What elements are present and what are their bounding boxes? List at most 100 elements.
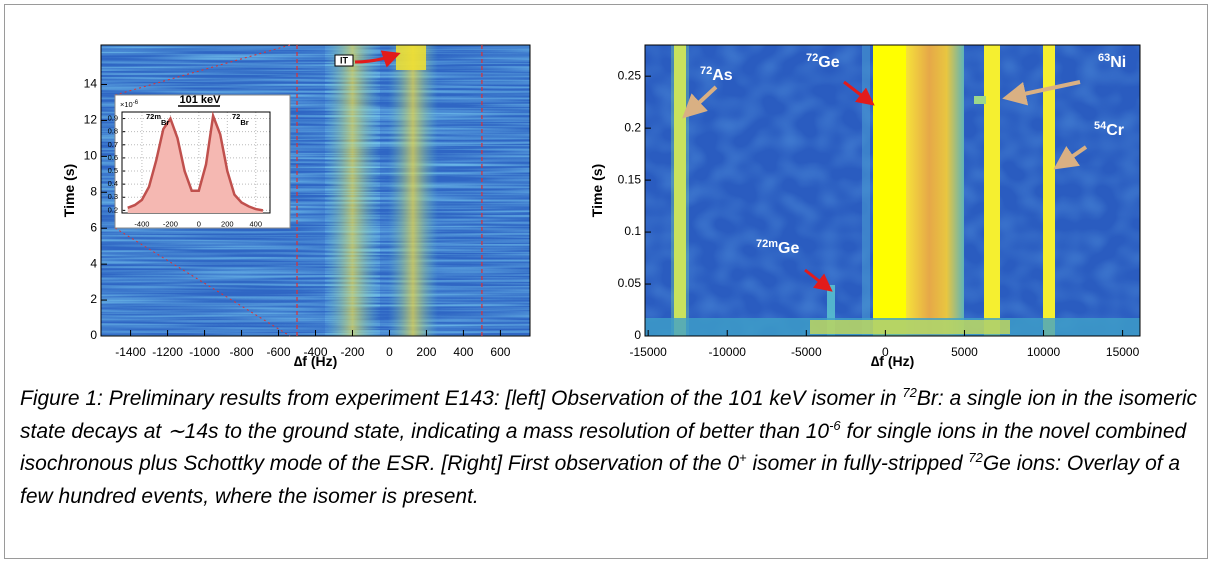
- x-tick-label: -5000: [791, 345, 822, 359]
- annotation: 72As: [700, 65, 733, 84]
- annotation: 72Ge: [806, 52, 840, 71]
- x-tick-label: -800: [230, 345, 254, 359]
- annotation-box: [334, 54, 354, 67]
- y-tick-label: 6: [90, 220, 97, 234]
- curve-line: [127, 111, 264, 212]
- y-tick-label: 0.5: [108, 166, 118, 175]
- caption-superscript: 72: [968, 450, 983, 465]
- arrow: [354, 50, 401, 68]
- annotation-element: Br: [240, 118, 248, 127]
- x-tick-label: -600: [267, 345, 291, 359]
- caption-text: isomer in fully-stripped: [746, 452, 969, 475]
- annotation: 72mBr: [146, 112, 169, 127]
- x-tick-label: -10000: [709, 345, 747, 359]
- caption-text: Figure 1: Preliminary results from exper…: [20, 387, 903, 410]
- arrow: [682, 85, 718, 119]
- y-tick-label: 8: [90, 184, 97, 198]
- y-tick-label: 0.05: [618, 276, 642, 290]
- y-tick-label: 0.2: [108, 205, 118, 214]
- x-tick-label: -1200: [152, 345, 183, 359]
- annotation-element: Br: [161, 118, 169, 127]
- left-heatmap: [101, 45, 530, 336]
- x-tick-label: 400: [453, 345, 473, 359]
- x-tick-label: 0: [386, 345, 393, 359]
- annotation-superscript: 54: [1094, 120, 1107, 132]
- y-tick-label: 10: [84, 149, 98, 163]
- caption-text: Br: a single ion in the isomeric state d…: [20, 387, 1197, 443]
- y-tick-label: 0: [634, 328, 641, 342]
- annotation-superscript: 72: [232, 112, 240, 121]
- x-tick-label: 200: [416, 345, 436, 359]
- y-multiplier-exponent: -6: [133, 100, 139, 106]
- y-tick-label: 0.8: [108, 127, 118, 136]
- y-tick-label: 0.6: [108, 153, 118, 162]
- annotation: 54Cr: [1094, 120, 1124, 139]
- x-tick-label: -200: [340, 345, 364, 359]
- y-tick-label: 0.2: [624, 120, 641, 134]
- x-tick-label: -200: [163, 220, 178, 229]
- y-axis-label: Time (s): [589, 164, 605, 217]
- annotation-superscript: 72m: [146, 112, 161, 121]
- x-tick-label: -400: [303, 345, 327, 359]
- right-axes-frame: [644, 44, 1141, 337]
- y-tick-label: 0.1: [624, 224, 641, 238]
- x-axis-label: ∆f (Hz): [871, 353, 915, 369]
- y-tick-label: 12: [84, 113, 98, 127]
- annotation: IT: [340, 55, 349, 65]
- y-tick-label: 0: [90, 328, 97, 342]
- x-tick-label: 15000: [1106, 345, 1140, 359]
- annotation-element: Ni: [1110, 54, 1126, 71]
- x-tick-label: 0: [882, 345, 889, 359]
- figure: IT -1400 -1200 -1000 -800 -600 -400 -200 0 200 40…: [61, 44, 1141, 369]
- annotation: 72mGe: [756, 238, 799, 257]
- zoom-guide: [114, 227, 291, 337]
- caption-text: Ge ions: Overlay of a few hundred events…: [20, 452, 1181, 508]
- y-tick-label: 4: [90, 256, 97, 270]
- annotation-element: Ge: [778, 240, 799, 257]
- x-tick-label: 10000: [1027, 345, 1061, 359]
- y-tick-label: 0.25: [618, 68, 642, 82]
- annotation-superscript: 72: [806, 52, 818, 64]
- figure-frame: [4, 4, 1208, 559]
- caption-superscript: -6: [829, 417, 841, 433]
- y-tick-label: 0.9: [108, 114, 118, 123]
- caption-superscript: +: [739, 450, 747, 465]
- caption-superscript: 72: [902, 385, 917, 400]
- y-multiplier: ×10-6: [120, 100, 139, 109]
- arrow: [804, 268, 833, 292]
- annotation-superscript: 72: [700, 65, 712, 77]
- x-tick-label: 600: [490, 345, 510, 359]
- right-heatmap: [645, 45, 1140, 336]
- x-tick-label: -400: [134, 220, 149, 229]
- y-tick-label: 2: [90, 292, 97, 306]
- x-tick-label: 400: [250, 220, 263, 229]
- y-multiplier-base: ×10: [120, 100, 133, 109]
- x-tick-label: -15000: [629, 345, 667, 359]
- annotation: 63Ni: [1098, 52, 1126, 71]
- annotation: 72Br: [232, 112, 249, 127]
- zoom-guide: [114, 44, 291, 96]
- annotation-superscript: 63: [1098, 52, 1110, 64]
- y-tick-label: 0.7: [108, 140, 118, 149]
- annotation-superscript: 72m: [756, 238, 778, 250]
- y-tick-label: 0.4: [108, 179, 118, 188]
- x-tick-label: 0: [197, 220, 201, 229]
- x-tick-label: 5000: [951, 345, 978, 359]
- arrow: [843, 80, 875, 106]
- arrow: [1002, 80, 1081, 106]
- y-tick-label: 14: [84, 77, 98, 91]
- x-tick-label: 200: [221, 220, 234, 229]
- annotation-element: Ge: [818, 54, 839, 71]
- x-tick-label: -1000: [189, 345, 220, 359]
- annotation-element: As: [712, 67, 733, 84]
- arrow: [1053, 145, 1088, 170]
- y-axis-label: Time (s): [61, 164, 77, 217]
- y-tick-label: 0.15: [618, 172, 642, 186]
- annotation-element: Cr: [1106, 122, 1124, 139]
- annotation: 101 keV: [180, 94, 222, 106]
- x-axis-label: ∆f (Hz): [294, 353, 338, 369]
- caption: Figure 1: Preliminary results from exper…: [20, 383, 1200, 513]
- x-tick-label: -1400: [115, 345, 146, 359]
- caption-text: for single ions in the novel combined is…: [20, 419, 1187, 476]
- y-tick-label: 0.3: [108, 192, 118, 201]
